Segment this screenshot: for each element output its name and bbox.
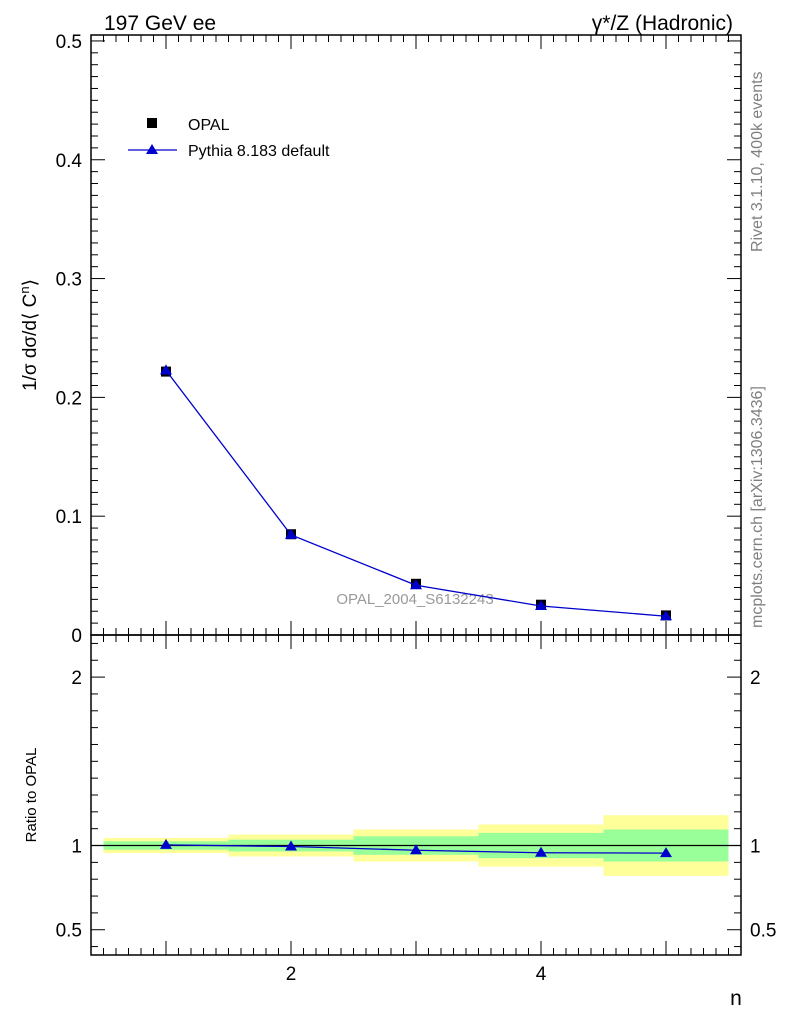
main-axis-ticks [91, 35, 741, 636]
pythia-data-point [160, 364, 172, 375]
main-y-tick-label: 0.4 [56, 151, 83, 172]
ratio-pythia-point [535, 846, 547, 857]
rivet-version-label: Rivet 3.1.10, 400k events [749, 71, 766, 252]
x-axis-label: n [730, 987, 742, 1010]
legend-pythia-marker [146, 144, 158, 154]
legend: OPAL Pythia 8.183 default [128, 117, 330, 160]
ratio-y-tick-label-right: 2 [750, 668, 761, 689]
main-y-tick-labels: 0 0.1 0.2 0.3 0.4 0.5 [56, 32, 83, 647]
pythia-data-point [535, 600, 547, 611]
mcplots-label: mcplots.cern.ch [arXiv:1306.3436] [749, 386, 766, 628]
ratio-pythia-point [410, 844, 422, 855]
legend-pythia-label: Pythia 8.183 default [188, 143, 330, 160]
ratio-series-group [160, 838, 672, 858]
ratio-frame [90, 634, 742, 956]
legend-opal-label: OPAL [188, 117, 230, 134]
main-series-group [160, 364, 672, 621]
ratio-pythia-point [660, 847, 672, 858]
ratio-y-tick-label-left: 0.5 [56, 921, 82, 942]
ratio-axis-ticks [91, 635, 741, 955]
header-left-title: 197 GeV ee [104, 12, 216, 35]
legend-opal-marker [147, 118, 157, 128]
ratio-panel: 0.5 0.5 1 1 2 2 2 4 Ratio to OPAL n [23, 634, 777, 1010]
ratio-y-tick-label-right: 1 [750, 837, 761, 858]
main-y-tick-label: 0.3 [56, 270, 82, 291]
main-panel: 0 0.1 0.2 0.3 0.4 0.5 1/σ dσ/d⟨ Cn⟩ OPAL_2004… [17, 32, 742, 647]
main-y-tick-label: 0.1 [56, 507, 82, 528]
ratio-tick-labels: 0.5 0.5 1 1 2 2 2 4 [56, 668, 777, 985]
ratio-pythia-point [285, 840, 297, 851]
main-y-axis-label: 1/σ dσ/d⟨ Cn⟩ [17, 279, 42, 391]
x-tick-label: 4 [536, 964, 547, 985]
main-y-tick-label: 0 [71, 626, 82, 647]
ratio-y-tick-label-left: 2 [71, 668, 82, 689]
x-tick-label: 2 [286, 964, 297, 985]
main-y-tick-label: 0.2 [56, 388, 82, 409]
ratio-y-axis-label: Ratio to OPAL [23, 748, 40, 843]
header-right-title: γ*/Z (Hadronic) [592, 12, 733, 35]
ratio-y-tick-label-left: 1 [71, 837, 82, 858]
pythia-data-point [410, 579, 422, 590]
ratio-y-tick-label-right: 0.5 [750, 921, 776, 942]
ratio-pythia-point [160, 838, 172, 849]
pythia-data-point [660, 610, 672, 621]
main-y-tick-label: 0.5 [56, 32, 82, 53]
pythia-data-point [285, 528, 297, 539]
analysis-watermark: OPAL_2004_S6132243 [336, 591, 493, 608]
